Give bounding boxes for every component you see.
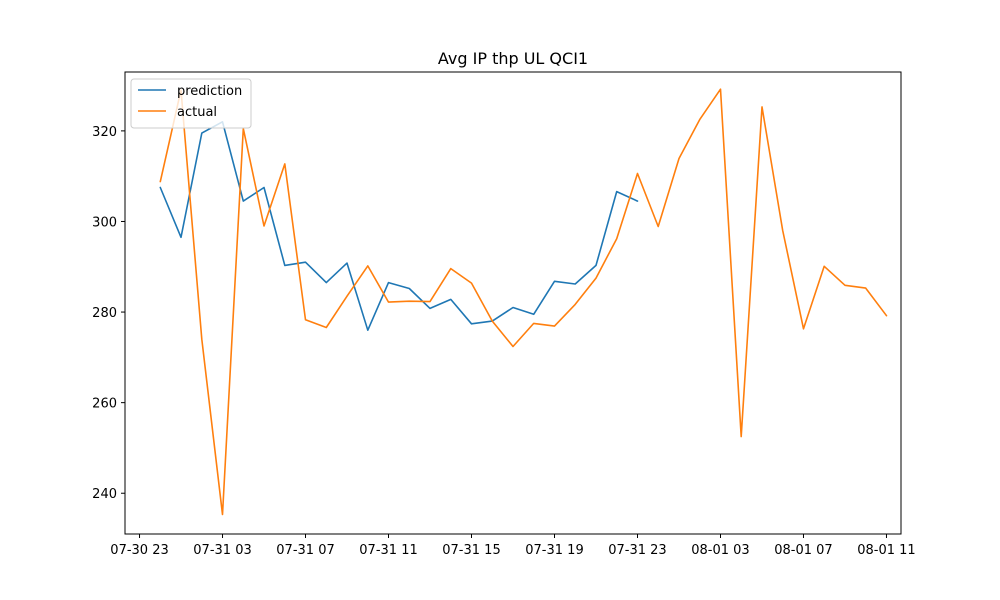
x-tick-label: 08-01 11 bbox=[857, 543, 915, 558]
x-tick-label: 07-30 23 bbox=[110, 543, 168, 558]
x-tick-label: 07-31 19 bbox=[525, 543, 583, 558]
y-tick-label: 240 bbox=[92, 487, 117, 502]
x-tick-label: 07-31 07 bbox=[276, 543, 334, 558]
legend-label-actual: actual bbox=[177, 105, 217, 120]
legend-label-prediction: prediction bbox=[177, 84, 242, 99]
legend-box bbox=[130, 78, 252, 129]
y-tick-label: 280 bbox=[92, 306, 117, 321]
x-tick-label: 07-31 11 bbox=[359, 543, 417, 558]
x-tick-label: 08-01 07 bbox=[774, 543, 832, 558]
legend: prediction actual bbox=[130, 78, 252, 129]
x-tick-label: 07-31 03 bbox=[193, 543, 251, 558]
chart-title: Avg IP thp UL QCI1 bbox=[438, 49, 588, 68]
x-tick-label: 07-31 15 bbox=[442, 543, 500, 558]
y-tick-label: 320 bbox=[92, 125, 117, 140]
y-tick-label: 300 bbox=[92, 215, 117, 230]
y-tick-label: 260 bbox=[92, 397, 117, 412]
plot-frame bbox=[124, 71, 902, 535]
x-tick-label: 07-31 23 bbox=[608, 543, 666, 558]
x-tick-label: 08-01 03 bbox=[691, 543, 749, 558]
series-line-actual bbox=[159, 88, 888, 516]
y-axis: 240 260 280 300 320 bbox=[92, 125, 125, 502]
x-axis: 07-30 23 07-31 03 07-31 07 07-31 11 07-31 15… bbox=[110, 534, 916, 558]
series-layer bbox=[159, 88, 888, 516]
